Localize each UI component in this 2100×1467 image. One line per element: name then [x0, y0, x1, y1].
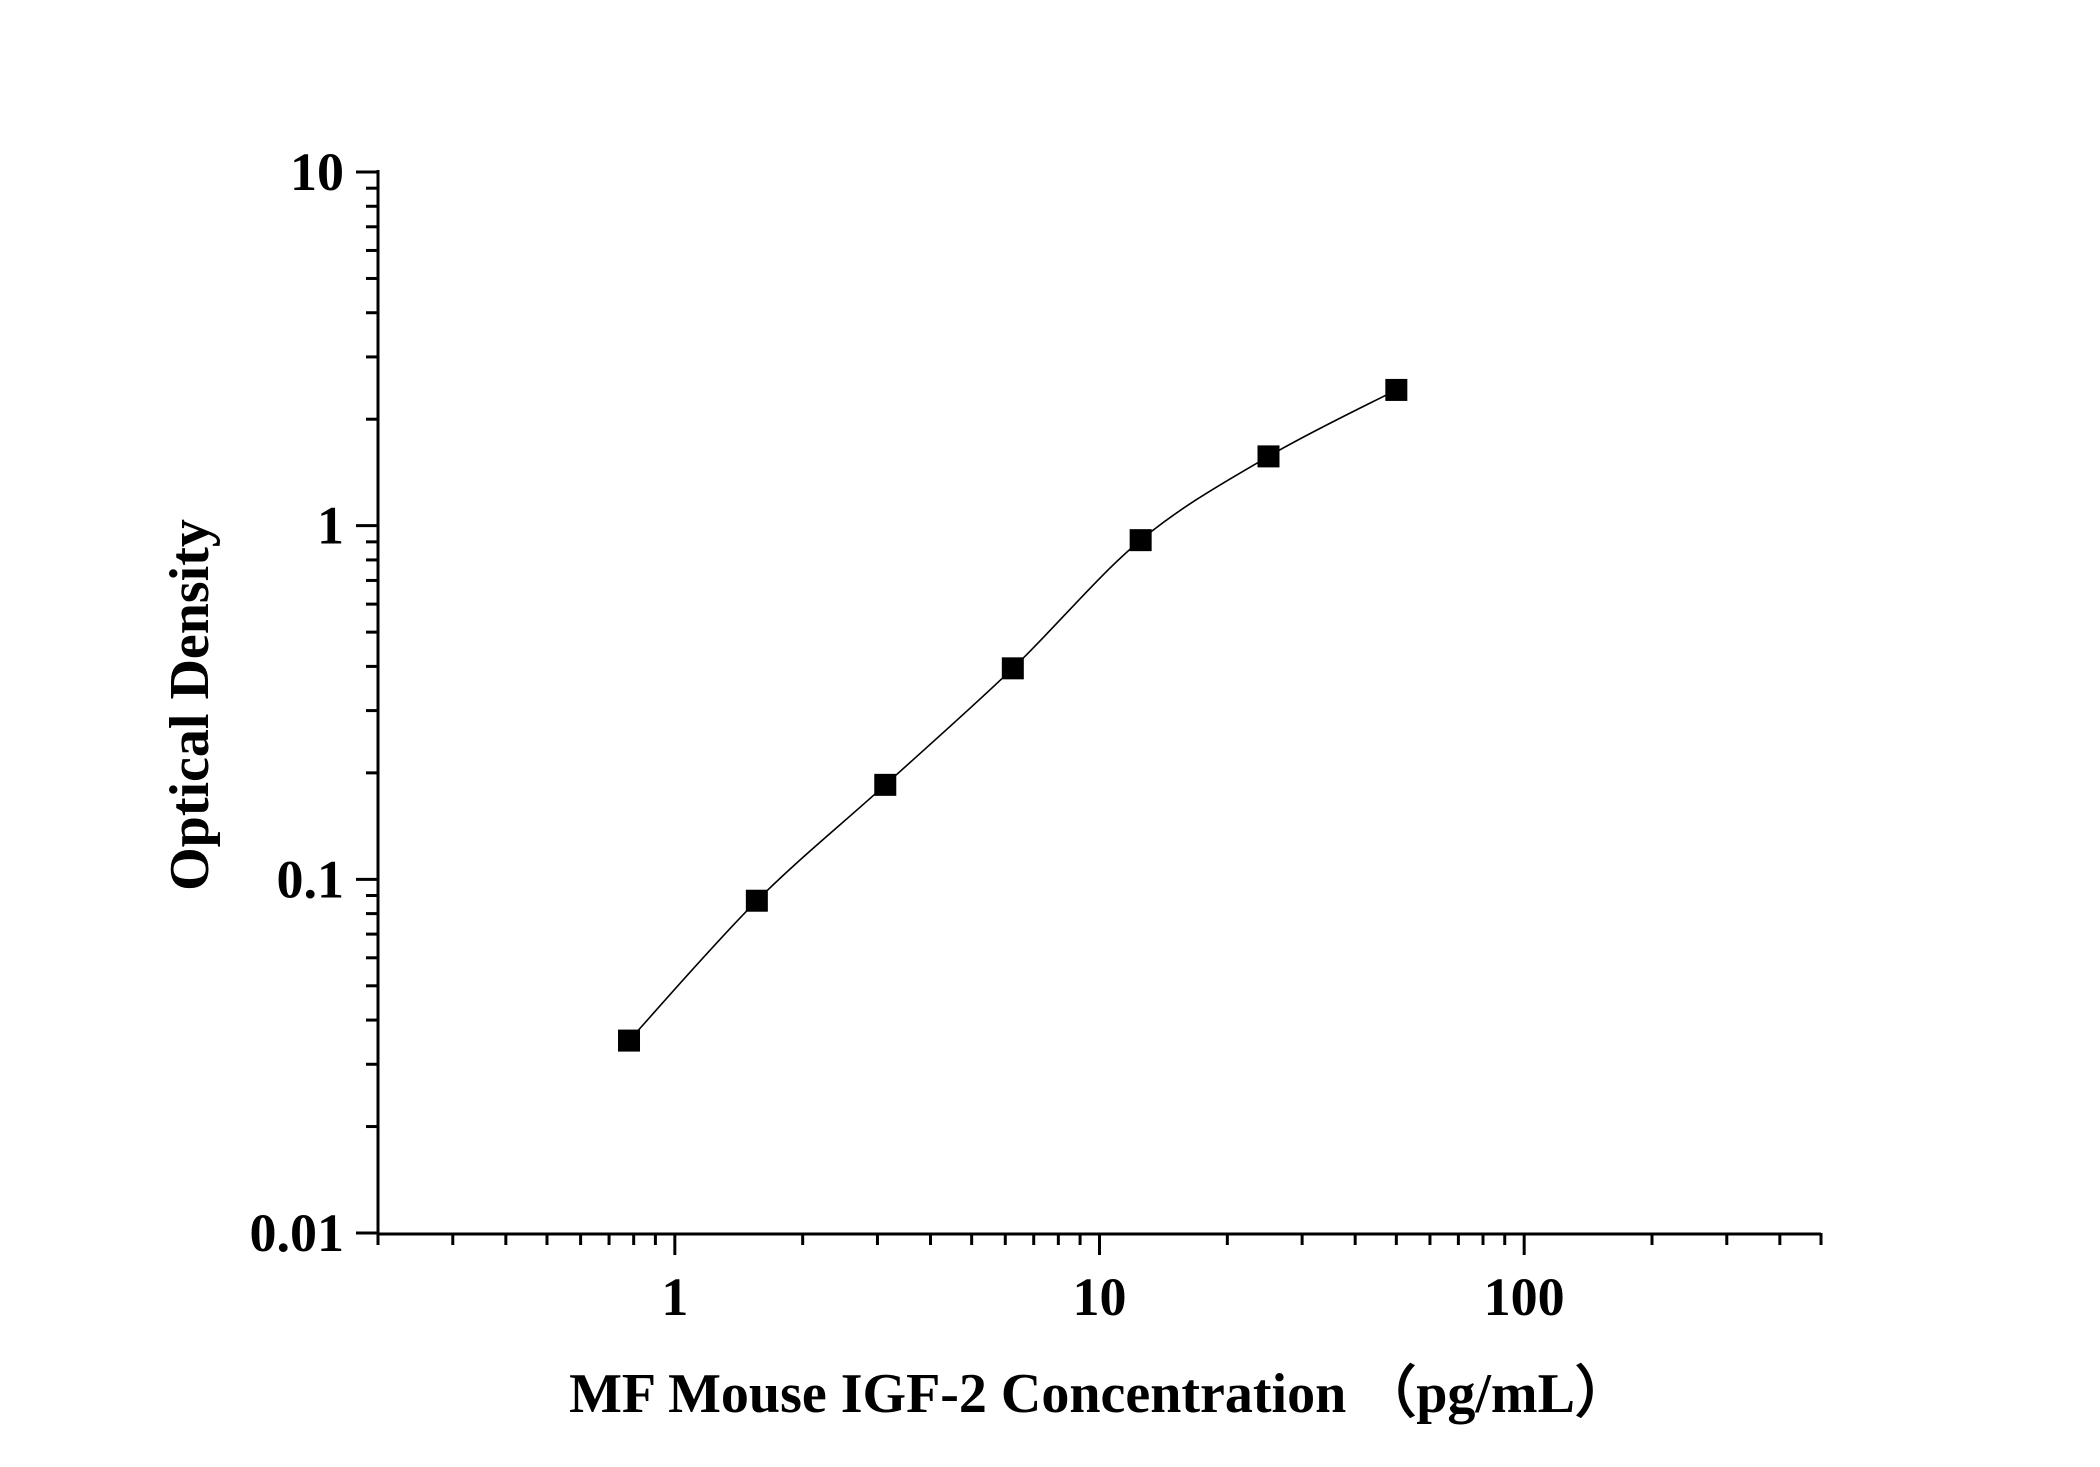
axis-ticks	[356, 170, 1823, 1255]
y-tick-label: 0.01	[250, 1203, 345, 1263]
fit-curve	[628, 389, 1397, 1042]
y-axis-title: Optical Density	[159, 519, 221, 891]
data-point	[745, 889, 768, 912]
data-points	[618, 378, 1408, 1052]
y-tick-label: 1	[317, 496, 344, 556]
data-point	[1385, 378, 1408, 401]
tick-labels: 1 10 100 0.01 0.1 1 10	[250, 142, 1565, 1327]
x-tick-label: 10	[1073, 1267, 1127, 1327]
data-point	[1001, 657, 1024, 680]
data-point	[1257, 445, 1280, 468]
y-tick-label: 0.1	[277, 849, 345, 909]
data-point	[618, 1029, 641, 1052]
data-point	[874, 773, 897, 796]
axes	[376, 170, 1821, 1236]
x-tick-label: 1	[661, 1267, 688, 1327]
x-axis-title: MF Mouse IGF-2 Concentration （pg/mL）	[569, 1362, 1631, 1425]
x-tick-label: 100	[1484, 1267, 1565, 1327]
data-point	[1129, 529, 1152, 552]
y-tick-label: 10	[290, 142, 344, 202]
